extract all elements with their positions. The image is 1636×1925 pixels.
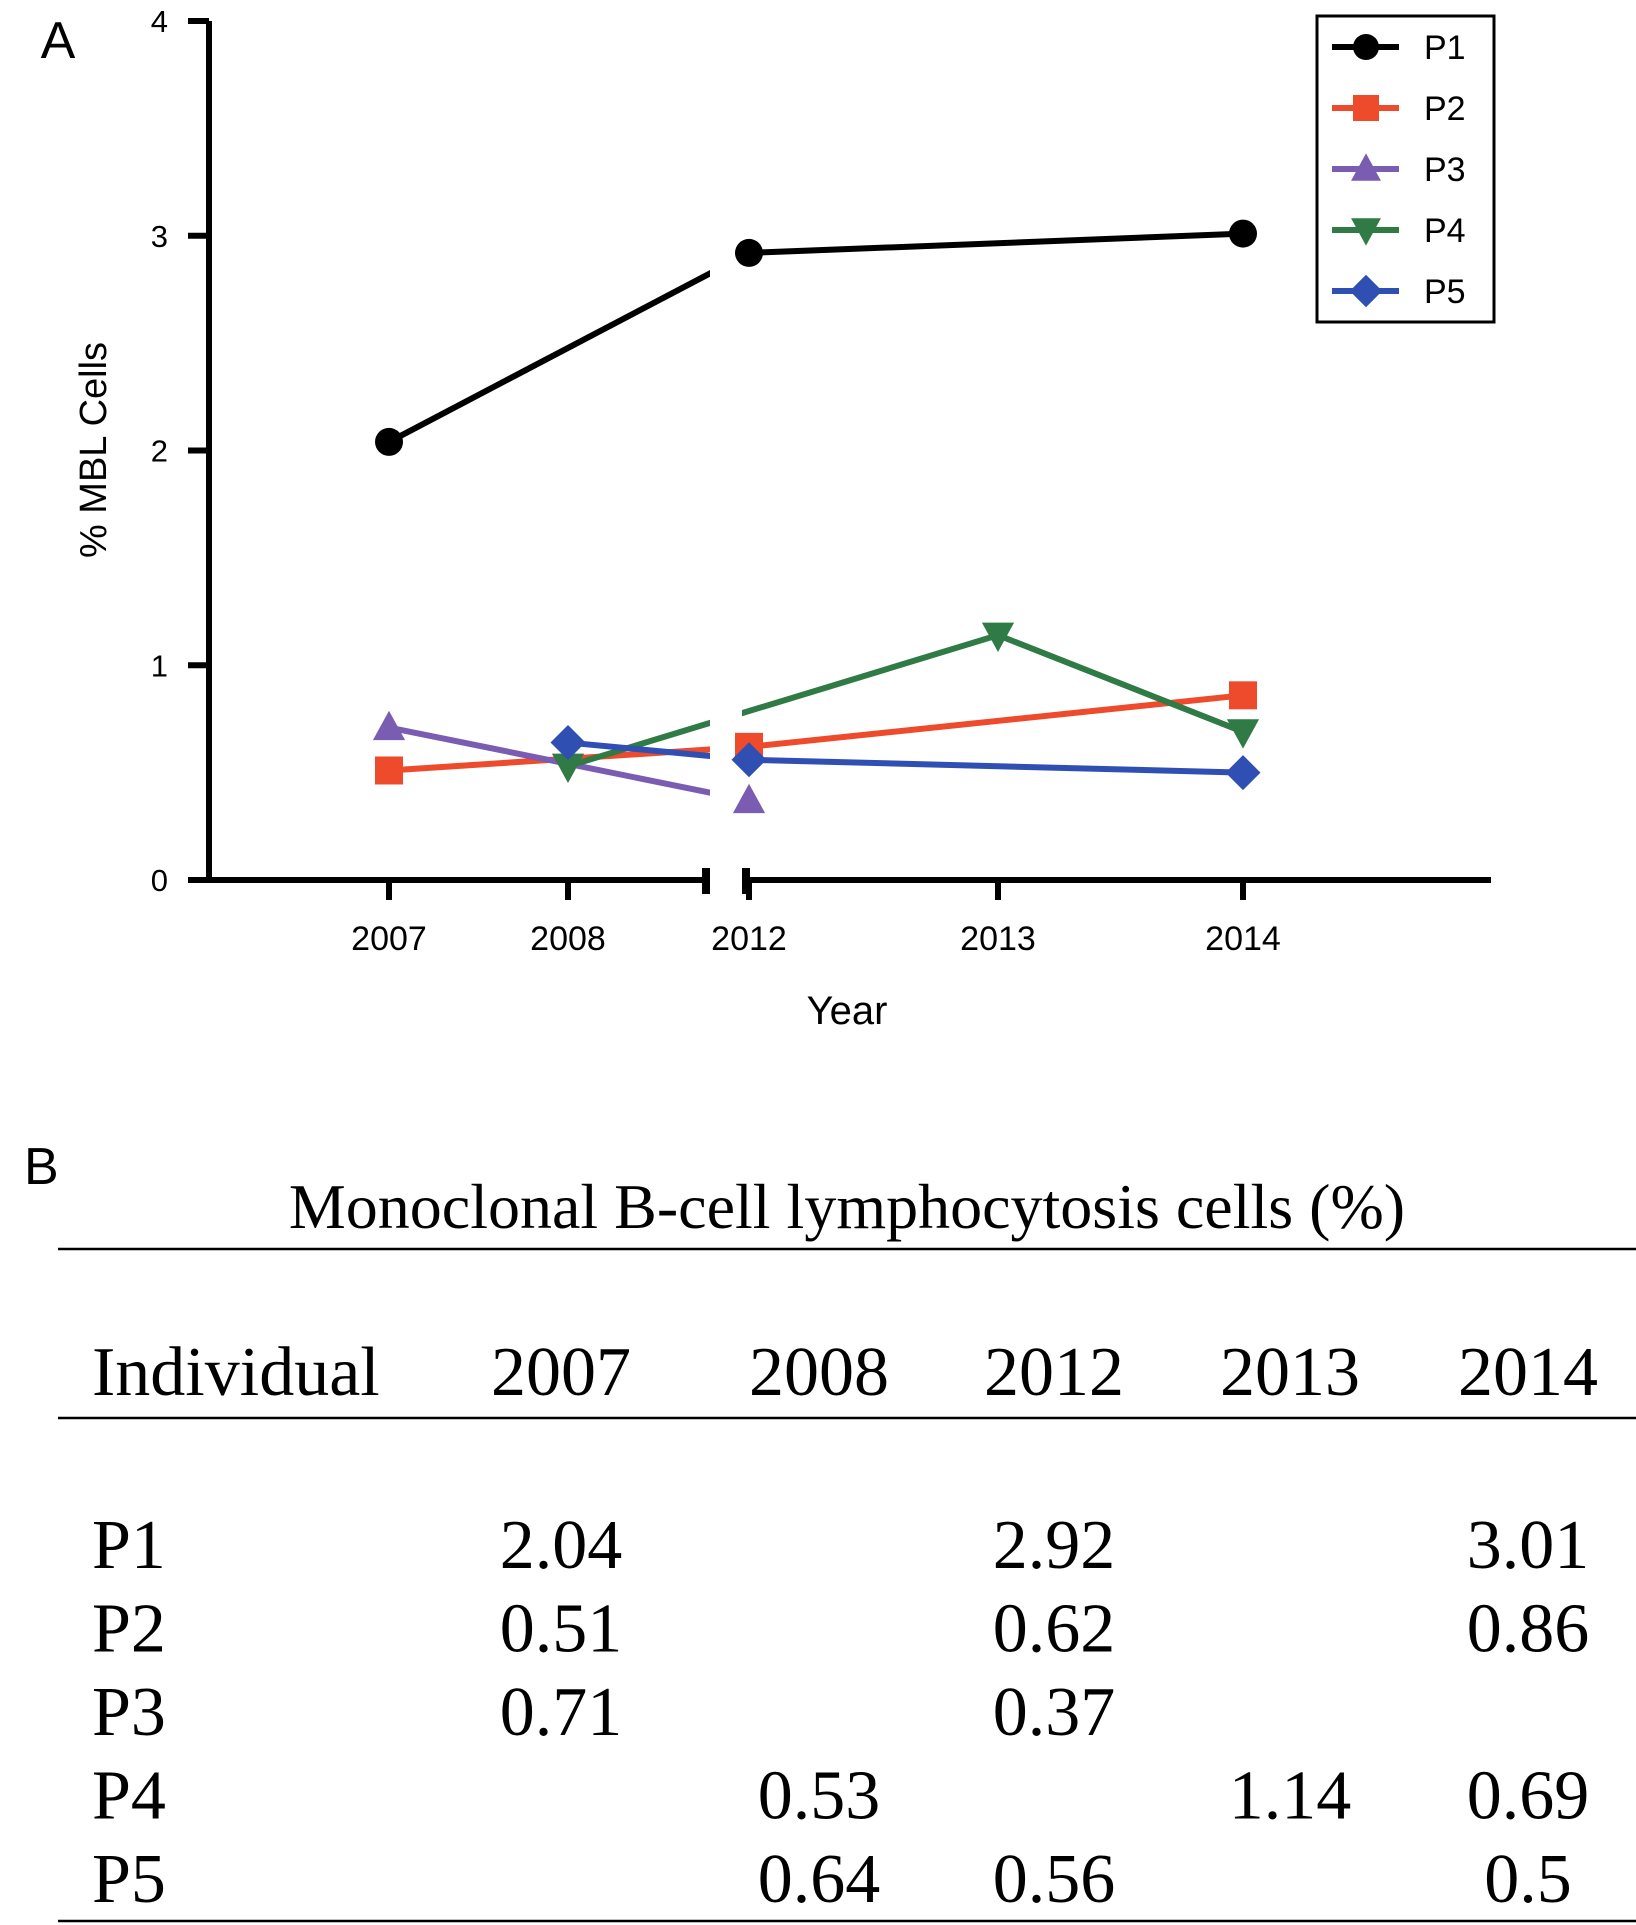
legend-label: P1 — [1424, 29, 1466, 67]
x-tick-label: 2007 — [351, 920, 427, 958]
legend-marker — [1351, 153, 1381, 181]
table-cell: 0.56 — [993, 1841, 1116, 1918]
table-cell: 0.64 — [758, 1841, 881, 1918]
data-point — [1226, 719, 1260, 749]
panel-label: B — [24, 1138, 59, 1196]
row-label: P5 — [92, 1841, 166, 1918]
series-line — [748, 692, 1244, 750]
table-cell: 0.86 — [1467, 1591, 1590, 1668]
y-tick-label: 4 — [151, 4, 168, 39]
table-cell: 0.53 — [758, 1758, 881, 1835]
row-label: P1 — [92, 1507, 166, 1584]
legend-label: P3 — [1424, 151, 1466, 189]
y-tick-label: 1 — [151, 648, 168, 683]
y-tick-label: 3 — [151, 219, 168, 254]
table-cell: 0.71 — [500, 1674, 623, 1751]
table-cell: 2.04 — [500, 1507, 623, 1584]
data-point — [731, 742, 767, 778]
table-cell: 0.69 — [1467, 1758, 1590, 1835]
table-cell: 2.92 — [993, 1507, 1116, 1584]
data-point — [375, 427, 403, 456]
table-header: Individual — [92, 1334, 380, 1411]
x-tick-label: 2013 — [960, 920, 1036, 958]
table-header: 2008 — [749, 1334, 889, 1411]
table-header: 2007 — [491, 1334, 631, 1411]
data-point — [1229, 219, 1257, 248]
legend-label: P4 — [1424, 212, 1466, 250]
series-line — [748, 756, 1244, 776]
data-point — [981, 622, 1015, 652]
table-header: 2013 — [1220, 1334, 1360, 1411]
legend-label: P5 — [1424, 273, 1466, 311]
table-cell: 0.51 — [500, 1591, 623, 1668]
row-label: P3 — [92, 1674, 166, 1751]
y-axis-label: % MBL Cells — [73, 342, 115, 558]
data-point — [372, 710, 406, 741]
legend-marker — [1349, 274, 1383, 308]
table-header: 2014 — [1458, 1334, 1598, 1411]
data-point — [732, 783, 766, 814]
x-axis-label: Year — [807, 989, 888, 1033]
table-header: 2012 — [984, 1334, 1124, 1411]
legend-marker — [1353, 34, 1379, 60]
data-point — [735, 238, 763, 267]
series-line — [748, 230, 1244, 256]
table-title: Monoclonal B-cell lymphocytosis cells (%… — [289, 1171, 1405, 1242]
series-line — [567, 632, 999, 770]
data-point — [1229, 681, 1257, 710]
data-point — [551, 753, 585, 783]
table-cell: 1.14 — [1229, 1758, 1352, 1835]
y-tick-label: 0 — [151, 863, 168, 898]
panel-label: A — [41, 12, 76, 70]
series-line — [996, 632, 1245, 735]
row-label: P2 — [92, 1591, 166, 1668]
legend-label: P2 — [1424, 90, 1466, 128]
legend-marker — [1353, 95, 1379, 121]
y-tick-label: 2 — [151, 434, 168, 469]
data-point — [375, 756, 403, 785]
table-cell: 0.5 — [1484, 1841, 1572, 1918]
series-line — [387, 250, 751, 445]
table-cell: 0.62 — [993, 1591, 1116, 1668]
x-tick-label: 2008 — [530, 920, 606, 958]
table-cell: 0.37 — [993, 1674, 1116, 1751]
x-tick-label: 2014 — [1205, 920, 1281, 958]
x-tick-label: 2012 — [711, 920, 787, 958]
table-cell: 3.01 — [1467, 1507, 1590, 1584]
legend-marker — [1351, 218, 1381, 246]
data-point — [550, 725, 586, 761]
data-point — [1225, 755, 1261, 791]
row-label: P4 — [92, 1758, 166, 1835]
